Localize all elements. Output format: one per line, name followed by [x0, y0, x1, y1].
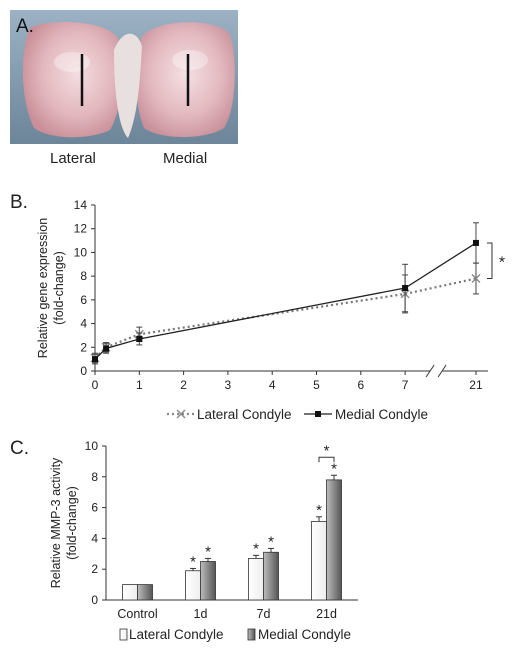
mmp3-activity-bar-chart: 0 2 4 6 8 10 Relative MMP-3 activity (fold-chan…: [49, 439, 358, 642]
category-label: 21d: [316, 607, 337, 621]
x-tick-label: 4: [269, 378, 276, 392]
series-line-lateral: [94, 277, 477, 359]
significance-star: *: [190, 553, 196, 570]
data-point-medial: [92, 356, 98, 363]
panel-c-label: C.: [10, 438, 29, 459]
y-tick-label: 4: [91, 531, 98, 545]
x-tick-label: 0: [92, 378, 99, 392]
bar-medial: [263, 551, 279, 601]
x-tick-label: 6: [357, 378, 364, 392]
legend-swatch-lateral: [119, 628, 128, 641]
data-point-medial: [103, 345, 110, 352]
photo-caption-medial: Medial: [163, 150, 208, 167]
y-tick-label: 8: [91, 470, 98, 484]
y-axis-label: Relative MMP-3 activity: [49, 457, 63, 588]
x-axis-break-mark: [425, 364, 435, 378]
y-tick-label: 2: [80, 340, 87, 354]
x-tick-label: 21: [469, 378, 483, 392]
legend-marker-lateral: [176, 409, 186, 419]
condyle-photo-image: [10, 10, 238, 144]
y-axis-label: Relative gene expression: [36, 218, 50, 358]
significance-star: *: [316, 502, 322, 519]
y-tick-label: 6: [91, 501, 98, 515]
category-label: 7d: [257, 607, 271, 621]
x-tick-label: 1: [136, 378, 143, 392]
y-tick-label: 4: [80, 317, 87, 331]
series-line-medial: [94, 242, 477, 360]
significance-star: *: [268, 533, 274, 550]
y-tick-label: 12: [74, 222, 88, 236]
legend-label-lateral: Lateral Condyle: [197, 407, 292, 422]
bar-medial: [326, 479, 342, 601]
x-axis-break-mark: [437, 364, 447, 378]
y-axis-label: (fold-change): [52, 251, 66, 325]
significance-star: *: [324, 442, 330, 459]
data-point-lateral: [471, 274, 481, 284]
significance-bracket: [318, 456, 335, 463]
panel-b-label: B.: [10, 192, 28, 213]
legend-label-lateral: Lateral Condyle: [129, 627, 224, 642]
y-tick-label: 10: [85, 439, 99, 453]
bar-lateral: [311, 521, 327, 601]
data-point-medial: [136, 335, 143, 342]
significance-star: *: [205, 543, 211, 560]
bar-lateral: [185, 570, 201, 601]
panel-a-label: A.: [16, 16, 34, 37]
significance-bracket: [486, 242, 493, 280]
bar-medial: [137, 584, 153, 601]
bar-lateral: [122, 584, 138, 601]
x-tick-label: 2: [180, 378, 187, 392]
legend-label-medial: Medial Condyle: [335, 407, 428, 422]
data-point-medial: [402, 285, 409, 291]
y-axis-label-group: Relative gene expression (fold-change): [36, 218, 66, 358]
x-tick-label: 5: [313, 378, 320, 392]
photo-caption-lateral: Lateral: [50, 150, 96, 167]
y-axis-label: (fold-change): [65, 486, 79, 560]
category-label: 1d: [194, 607, 208, 621]
bar-medial: [200, 561, 216, 601]
y-tick-label: 0: [80, 364, 87, 378]
y-tick-label: 6: [80, 293, 87, 307]
data-point-medial: [472, 239, 479, 246]
legend-marker-medial: [315, 411, 321, 417]
condyle-photo: [10, 10, 238, 144]
significance-star: *: [331, 460, 337, 477]
y-tick-label: 8: [80, 269, 87, 283]
legend-swatch-medial: [247, 628, 256, 641]
legend-label-medial: Medial Condyle: [258, 627, 351, 642]
x-tick-label: 7: [402, 378, 409, 392]
y-tick-label: 0: [91, 593, 98, 607]
bar-lateral: [248, 558, 264, 601]
x-tick-label: 3: [225, 378, 232, 392]
y-tick-label: 2: [91, 562, 98, 576]
significance-star: *: [253, 540, 259, 557]
y-tick-label: 14: [74, 198, 88, 212]
y-axis-label-group: Relative MMP-3 activity (fold-change): [49, 457, 79, 588]
significance-star: *: [499, 255, 505, 272]
y-tick-label: 10: [74, 245, 88, 259]
category-label: Control: [117, 607, 157, 621]
